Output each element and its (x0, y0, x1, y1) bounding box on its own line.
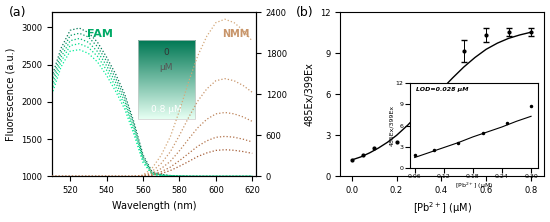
X-axis label: Wavelength (nm): Wavelength (nm) (112, 201, 196, 211)
Text: (a): (a) (9, 6, 26, 19)
Text: 0.8 μM: 0.8 μM (151, 105, 182, 114)
Y-axis label: Fluorescence (a.u.): Fluorescence (a.u.) (6, 48, 15, 141)
Text: 0: 0 (163, 48, 169, 57)
Text: NMM: NMM (222, 29, 250, 39)
X-axis label: [Pb$^{2+}$] (μM): [Pb$^{2+}$] (μM) (413, 201, 472, 216)
Text: μM: μM (160, 63, 173, 72)
Y-axis label: 485Ex/399Ex: 485Ex/399Ex (305, 62, 315, 126)
Text: (b): (b) (295, 6, 314, 19)
Text: FAM: FAM (87, 29, 113, 39)
